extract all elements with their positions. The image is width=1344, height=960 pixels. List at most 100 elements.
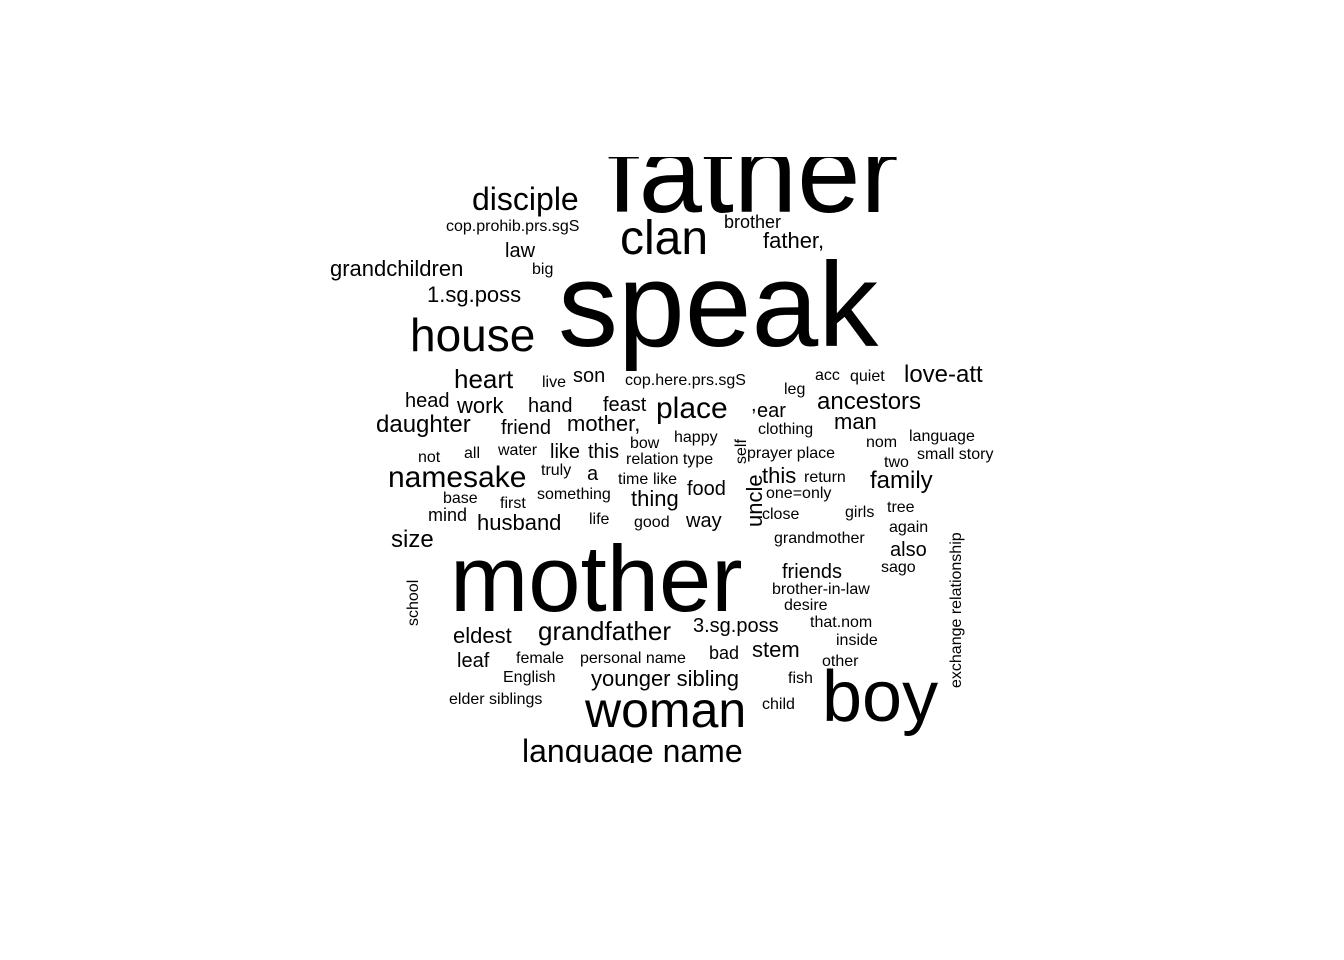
cloud-word: good: [634, 514, 670, 531]
cloud-word: nom: [866, 434, 898, 451]
cloud-word: acc: [815, 367, 840, 384]
cloud-word: close: [762, 506, 800, 523]
cloud-word: self: [733, 439, 750, 464]
cloud-word: time: [618, 471, 649, 488]
cloud-word: like: [653, 471, 678, 488]
cloud-word: father: [607, 157, 899, 237]
cloud-word: other: [822, 653, 859, 670]
cloud-word: all: [464, 445, 481, 462]
cloud-word: ,: [751, 394, 757, 416]
cloud-word: stem: [752, 637, 800, 662]
cloud-word: leg: [784, 381, 806, 398]
cloud-word: live: [542, 374, 567, 391]
cloud-word: 3.sg.poss: [693, 615, 779, 637]
cloud-word: inside: [836, 632, 878, 649]
cloud-word: also: [890, 539, 927, 561]
cloud-word: clan: [620, 212, 709, 265]
cloud-word: daughter: [376, 411, 471, 438]
cloud-word: law: [505, 240, 536, 262]
cloud-word: 1.sg.poss: [427, 282, 522, 307]
cloud-word: bad: [709, 643, 740, 663]
cloud-word: girls: [845, 504, 875, 521]
cloud-word: prayer place: [747, 445, 836, 462]
cloud-word: brother-in-law: [772, 581, 870, 598]
cloud-word: boy: [822, 657, 939, 737]
cloud-word: younger sibling: [591, 666, 739, 691]
cloud-word: bow: [630, 435, 660, 452]
cloud-word: base: [443, 490, 478, 507]
cloud-word: cop.here.prs.sgS: [625, 372, 746, 389]
cloud-word: this: [762, 463, 797, 488]
cloud-word: English: [503, 669, 556, 686]
cloud-word: mother: [450, 526, 743, 631]
cloud-word: namesake: [388, 461, 527, 494]
cloud-word: again: [889, 519, 929, 536]
cloud-word: school: [405, 579, 422, 626]
cloud-word: female: [516, 650, 565, 667]
cloud-word: language name: [522, 733, 743, 763]
cloud-word: mind: [428, 505, 468, 525]
cloud-word: way: [686, 510, 722, 532]
cloud-word: happy: [674, 429, 718, 446]
cloud-word: relation type: [626, 451, 714, 468]
cloud-word: grandfather: [538, 616, 671, 646]
cloud-word: return: [804, 469, 846, 486]
cloud-word: small story: [917, 446, 994, 463]
word-cloud-area: father speak mother boy woman house clan discip…: [300, 157, 1020, 763]
cloud-word: place: [656, 392, 728, 425]
cloud-word: eldest: [453, 623, 512, 648]
cloud-word: heart: [454, 364, 514, 394]
cloud-word: one=only: [766, 485, 832, 502]
cloud-word: thing: [631, 486, 679, 511]
cloud-word: work: [457, 393, 504, 418]
cloud-word: sago: [881, 559, 916, 576]
cloud-word: leaf: [457, 650, 490, 672]
cloud-word: head: [405, 390, 450, 412]
cloud-word: size: [391, 526, 434, 553]
cloud-word: ear: [757, 400, 786, 422]
cloud-word: man: [834, 409, 877, 434]
cloud-word: quiet: [850, 368, 885, 385]
cloud-word: cop.prohib.prs.sgS: [446, 218, 580, 235]
cloud-word: disciple: [472, 181, 579, 217]
cloud-word: personal name: [580, 650, 686, 667]
cloud-word: mother,: [567, 411, 641, 436]
cloud-word: feast: [603, 394, 647, 416]
cloud-word: grandchildren: [330, 256, 464, 281]
cloud-word: family: [870, 467, 933, 494]
cloud-word: brother: [724, 212, 782, 232]
cloud-word: tree: [887, 499, 915, 516]
cloud-word: child: [762, 696, 795, 713]
cloud-word: clothing: [758, 421, 814, 438]
cloud-word: that.nom: [810, 614, 873, 631]
cloud-word: fish: [788, 670, 813, 687]
cloud-word: like: [550, 441, 581, 463]
cloud-word: water: [498, 442, 538, 459]
cloud-word: husband: [477, 510, 562, 535]
cloud-word: elder siblings: [449, 691, 543, 708]
cloud-word: first: [500, 495, 526, 512]
cloud-word: hand: [528, 395, 573, 417]
cloud-word: friends: [782, 561, 843, 583]
cloud-word: food: [687, 478, 726, 500]
cloud-word: desire: [784, 597, 828, 614]
cloud-word: this: [588, 441, 620, 463]
cloud-word: something: [537, 486, 611, 503]
cloud-word: language: [909, 428, 975, 445]
cloud-word: house: [410, 309, 536, 361]
cloud-word: father,: [763, 228, 825, 253]
cloud-word: two: [884, 454, 909, 471]
cloud-word: big: [532, 261, 554, 278]
cloud-word: love-att: [904, 361, 983, 388]
cloud-word: friend: [501, 417, 552, 439]
cloud-word: a: [587, 463, 599, 485]
cloud-word: woman: [585, 682, 747, 738]
cloud-word: truly: [541, 462, 572, 479]
cloud-word: ancestors: [817, 388, 922, 415]
cloud-word: not: [418, 449, 441, 466]
cloud-word: exchange relationship: [948, 532, 965, 688]
cloud-word: speak: [558, 238, 879, 372]
cloud-word: grandmother: [774, 530, 865, 547]
cloud-word: son: [573, 365, 606, 387]
